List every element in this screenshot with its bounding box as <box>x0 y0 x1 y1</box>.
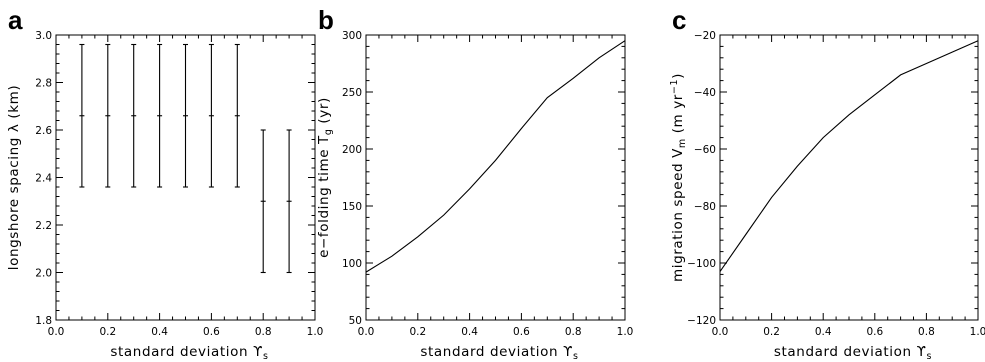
y-tick-label: 1.8 <box>35 315 52 327</box>
x-tick-label: 1.0 <box>617 326 634 338</box>
y-tick-label: 300 <box>342 30 362 42</box>
y-tick-label: 100 <box>342 258 362 270</box>
y-tick-label: 2.0 <box>35 268 52 280</box>
panel-c: 0.0 0.2 0.4 0.6 0.8 1.0 −120 −100 −80 −60 −40 −20 c s… <box>669 5 985 362</box>
error-bar <box>105 43 111 188</box>
y-tick-label: −20 <box>694 30 716 42</box>
x-tick-label: 0.6 <box>513 326 530 338</box>
y-tick-label: 200 <box>342 144 362 156</box>
error-bar <box>183 43 188 188</box>
x-tick-label: 1.0 <box>970 326 985 338</box>
x-axis-label: standard deviation ϒs <box>110 344 268 362</box>
series-line <box>365 40 626 273</box>
error-bar <box>286 129 292 274</box>
error-bar <box>234 43 240 188</box>
y-tick-label: −120 <box>687 315 716 327</box>
panel-letter: b <box>318 5 334 35</box>
x-tick-label: 0.0 <box>712 326 729 338</box>
y-tick-label: −80 <box>694 201 716 213</box>
error-bar <box>260 129 266 274</box>
y-tick-label: 2.8 <box>35 78 52 90</box>
x-tick-label: 0.2 <box>763 326 780 338</box>
error-bar <box>131 43 137 188</box>
y-tick-label: 2.4 <box>35 173 52 185</box>
panel-b: 0.0 0.2 0.4 0.6 0.8 1.0 50 100 150 200 250 300 b stan… <box>316 5 633 362</box>
plot-frame <box>719 34 979 321</box>
panel-letter: c <box>672 5 686 35</box>
x-tick-label: 0.8 <box>565 326 582 338</box>
error-bar <box>79 43 85 188</box>
x-tick-label: 0.8 <box>918 326 935 338</box>
x-tick-label: 0.0 <box>48 326 65 338</box>
panel-a: 0.0 0.2 0.4 0.6 0.8 1.0 1.8 2.0 2.2 2.4 2.6 2.8 3.0 a… <box>6 5 323 362</box>
y-tick-label: 250 <box>342 87 362 99</box>
y-tick-label: −40 <box>694 87 716 99</box>
series-line <box>719 40 979 272</box>
y-axis-label: e−folding time Tg (yr) <box>316 97 334 258</box>
y-tick-label: 2.2 <box>35 220 52 232</box>
panel-letter: a <box>8 5 23 35</box>
y-tick-label: −100 <box>687 258 716 270</box>
error-bar <box>157 43 163 188</box>
plot-frame <box>365 34 626 321</box>
y-axis-label: migration speed Vm (m yr−1) <box>669 73 688 282</box>
x-tick-label: 0.4 <box>151 326 168 338</box>
x-axis-label: standard deviation ϒs <box>774 344 932 362</box>
y-tick-label: −60 <box>694 144 716 156</box>
x-tick-label: 0.4 <box>815 326 832 338</box>
x-tick-label: 0.6 <box>866 326 883 338</box>
x-tick-label: 0.4 <box>461 326 478 338</box>
x-tick-label: 1.0 <box>307 326 324 338</box>
x-axis-label: standard deviation ϒs <box>420 344 578 362</box>
y-tick-label: 3.0 <box>35 30 52 42</box>
x-tick-label: 0.2 <box>409 326 426 338</box>
x-tick-label: 0.2 <box>99 326 116 338</box>
x-tick-label: 0.6 <box>203 326 220 338</box>
x-tick-label: 0.8 <box>255 326 272 338</box>
error-bar <box>208 43 214 188</box>
y-tick-label: 50 <box>349 315 362 327</box>
x-tick-label: 0.0 <box>358 326 375 338</box>
y-axis-label: longshore spacing λ (km) <box>6 85 22 270</box>
y-tick-label: 2.6 <box>35 125 52 137</box>
y-tick-label: 150 <box>342 201 362 213</box>
